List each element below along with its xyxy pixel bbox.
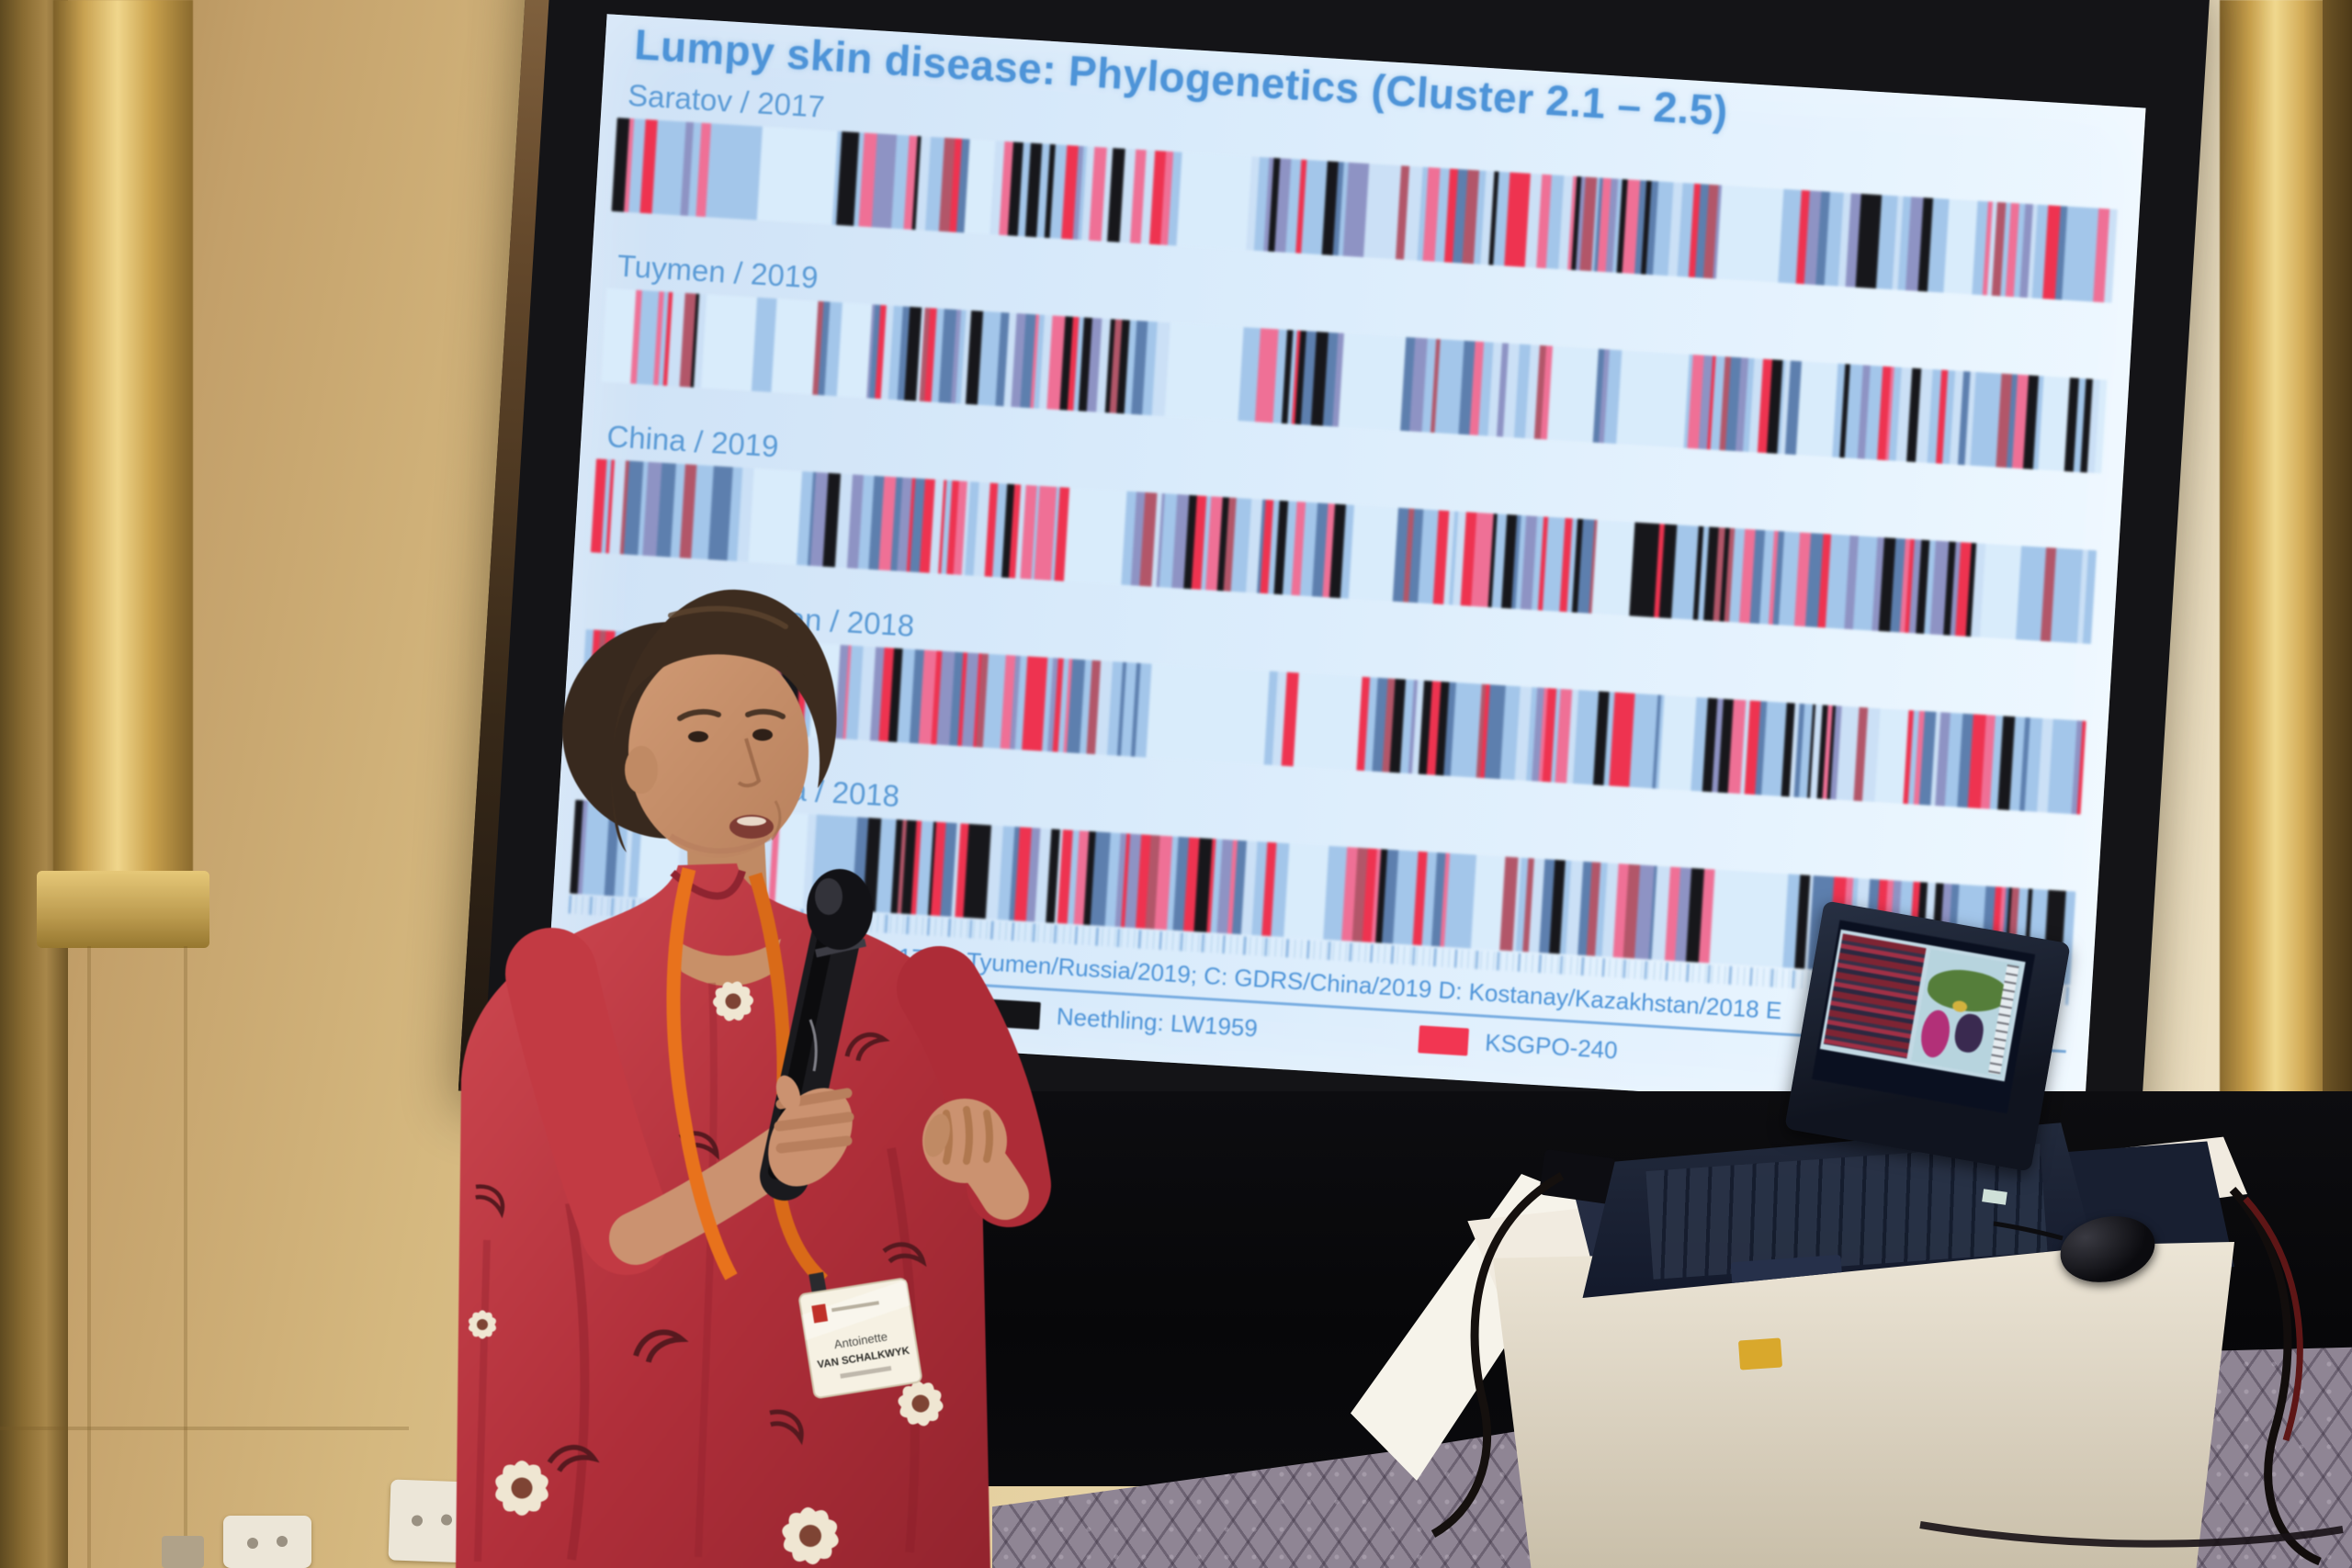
hair-fringe: [611, 589, 837, 852]
gold-pillar-left: [53, 0, 193, 928]
right-sleeve: [505, 928, 673, 1275]
wall-seam: [87, 946, 91, 1568]
eye: [688, 731, 708, 742]
eyebrow: [677, 708, 721, 721]
badge-clip: [808, 1271, 827, 1295]
eyebrow: [745, 708, 786, 719]
cables: [1430, 1172, 2344, 1566]
chest: [671, 937, 781, 987]
wall-baseboard-seam: [0, 1427, 409, 1430]
ear: [625, 746, 658, 794]
right-hand: [768, 1088, 853, 1187]
eye: [752, 728, 773, 741]
presenter-woman: Antoinette VAN SCHALKWYK: [456, 589, 1051, 1568]
microphone-grille: [807, 869, 873, 950]
wall-seam: [184, 946, 187, 1568]
lanyard-strap: [666, 867, 738, 1280]
face: [628, 645, 808, 858]
wall-outlet: [223, 1516, 311, 1568]
podium-front: [1492, 1242, 2234, 1568]
badge-logo: [811, 1303, 829, 1324]
gold-pillar-left-base: [37, 871, 209, 948]
wall-fixture: [162, 1536, 204, 1568]
nose: [737, 738, 762, 788]
name-badge: Antoinette VAN SCHALKWYK: [798, 1278, 922, 1399]
